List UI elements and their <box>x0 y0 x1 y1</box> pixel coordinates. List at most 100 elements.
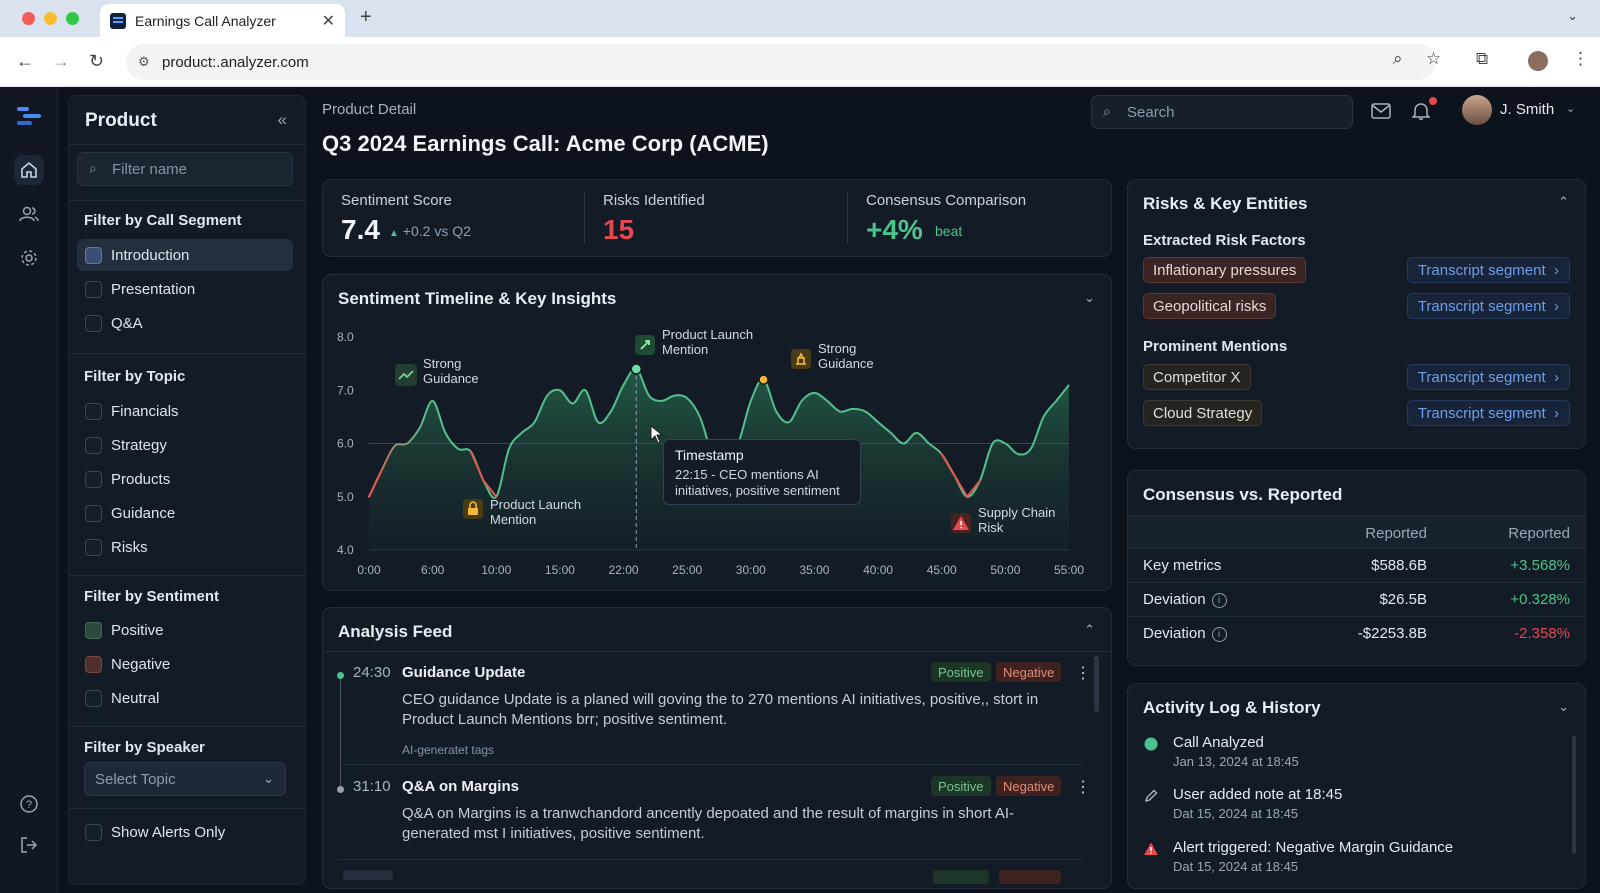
sentiment-option-positive[interactable]: Positive <box>77 614 293 646</box>
checkbox[interactable] <box>85 471 102 488</box>
filter-name-input[interactable]: ⌕ Filter name <box>77 152 293 186</box>
topic-option-strategy[interactable]: Strategy <box>77 429 293 461</box>
checkbox[interactable] <box>85 247 102 264</box>
chevron-up-icon[interactable]: ⌃ <box>1558 194 1569 209</box>
risk-chip[interactable]: Inflationary pressures <box>1143 257 1307 283</box>
browser-menu-icon[interactable]: ⋮ <box>1572 49 1589 68</box>
topic-option-products[interactable]: Products <box>77 463 293 495</box>
activity-date: Dat 15, 2024 at 18:45 <box>1173 859 1299 874</box>
more-options-icon[interactable]: ⋮ <box>1075 665 1091 682</box>
checkbox[interactable] <box>85 656 102 673</box>
info-icon[interactable]: i <box>1211 593 1227 608</box>
bookmark-star-icon[interactable]: ☆ <box>1426 49 1442 68</box>
users-nav-icon[interactable] <box>14 199 44 229</box>
show-alerts-only-toggle[interactable]: Show Alerts Only <box>77 816 293 848</box>
segment-option-introduction[interactable]: Introduction <box>77 239 293 271</box>
speaker-select[interactable]: Select Topic ⌄ <box>84 762 286 796</box>
sentiment-option-neutral[interactable]: Neutral <box>77 682 293 714</box>
chevron-down-icon[interactable]: ⌄ <box>1084 290 1095 305</box>
settings-nav-icon[interactable] <box>14 243 44 273</box>
browser-tab[interactable]: Earnings Call Analyzer ✕ <box>100 4 345 37</box>
chevron-right-icon: › <box>1554 297 1559 315</box>
link-label: Transcript segment <box>1417 368 1546 386</box>
segment-filter-heading: Filter by Call Segment <box>84 212 242 229</box>
checkbox[interactable] <box>85 690 102 707</box>
forward-icon[interactable]: → <box>52 51 70 71</box>
divider <box>69 353 305 354</box>
more-options-icon[interactable]: ⋮ <box>1075 779 1091 796</box>
option-label: Products <box>111 470 171 488</box>
user-menu-chevron-icon[interactable]: ⌄ <box>1566 103 1576 115</box>
home-nav-icon[interactable] <box>14 155 44 185</box>
site-settings-icon[interactable]: ⚙ <box>138 54 150 69</box>
activity-log-card: Activity Log & History ⌄ Call Analyzed J… <box>1127 683 1586 889</box>
sentiment-option-negative[interactable]: Negative <box>77 648 293 680</box>
chevron-down-icon[interactable]: ⌄ <box>1558 699 1569 714</box>
risk-chip[interactable]: Geopolitical risks <box>1143 293 1277 319</box>
feed-item[interactable]: 24:30 Guidance Update Positive Negative … <box>337 662 1093 768</box>
topic-option-risks[interactable]: Risks <box>77 531 293 563</box>
checkbox[interactable] <box>85 824 102 841</box>
close-tab-icon[interactable]: ✕ <box>321 13 335 30</box>
segment-option-qa[interactable]: Q&A <box>77 307 293 339</box>
transcript-segment-link[interactable]: Transcript segment › <box>1406 257 1570 283</box>
row-label: Deviation <box>1143 591 1206 608</box>
global-search-input[interactable]: ⌕ Search <box>1091 95 1353 129</box>
notifications-bell-icon[interactable] <box>1412 101 1430 121</box>
checkbox[interactable] <box>85 539 102 556</box>
transcript-segment-link[interactable]: Transcript segment › <box>1406 364 1570 390</box>
collapse-sidebar-icon[interactable]: « <box>277 110 287 129</box>
annotation-text: Risk <box>978 520 1004 535</box>
truncated-badge <box>933 870 989 884</box>
mention-chip[interactable]: Competitor X <box>1143 364 1251 390</box>
negative-badge: Negative <box>996 776 1062 796</box>
extensions-icon[interactable]: ⧉ <box>1476 49 1489 68</box>
chevron-right-icon: › <box>1554 368 1559 386</box>
maximize-window-button[interactable] <box>66 12 79 25</box>
transcript-segment-link[interactable]: Transcript segment › <box>1406 293 1570 319</box>
checkbox[interactable] <box>85 437 102 454</box>
zoom-icon[interactable]: ⌕ <box>1393 49 1403 68</box>
checkbox[interactable] <box>85 315 102 332</box>
activity-scrollbar[interactable] <box>1572 736 1576 854</box>
url-field[interactable]: ⚙ product:.analyzer.com <box>126 44 1436 80</box>
info-icon[interactable]: i <box>1211 627 1227 642</box>
feed-scrollbar[interactable] <box>1094 656 1099 712</box>
mail-icon[interactable] <box>1371 103 1391 119</box>
table-header: Reported Reported <box>1128 515 1585 549</box>
logout-icon[interactable] <box>14 830 44 860</box>
checkbox[interactable] <box>85 505 102 522</box>
reload-icon[interactable]: ↻ <box>89 51 105 71</box>
minimize-window-button[interactable] <box>44 12 57 25</box>
row-label: Deviation <box>1143 625 1206 642</box>
help-icon[interactable]: ? <box>14 789 44 819</box>
segment-option-presentation[interactable]: Presentation <box>77 273 293 305</box>
activity-date: Dat 15, 2024 at 18:45 <box>1173 806 1299 821</box>
transcript-segment-link[interactable]: Transcript segment › <box>1406 400 1570 426</box>
mention-chip[interactable]: Cloud Strategy <box>1143 400 1263 426</box>
checkbox[interactable] <box>85 622 102 639</box>
chevron-right-icon: › <box>1554 404 1559 422</box>
new-tab-icon[interactable]: + <box>360 6 372 28</box>
svg-text:?: ? <box>26 799 32 811</box>
negative-segment <box>966 479 981 498</box>
breadcrumb[interactable]: Product Detail <box>322 101 417 118</box>
tab-list-chevron-icon[interactable]: ⌄ <box>1567 8 1578 23</box>
user-name[interactable]: J. Smith <box>1500 101 1555 118</box>
chevron-up-icon[interactable]: ⌃ <box>1084 622 1095 637</box>
checkbox[interactable] <box>85 403 102 420</box>
x-tick-label: 6:00 <box>421 563 445 577</box>
sentiment-chart[interactable]: 8.0 7.0 6.0 5.0 4.00:00 6:00 10:00 15:00 22:00 25… <box>323 275 1113 592</box>
option-label: Guidance <box>111 504 176 522</box>
feed-item[interactable]: 31:10 Q&A on Margins Positive Negative ⋮… <box>337 776 1093 858</box>
checkbox[interactable] <box>85 281 102 298</box>
topic-option-guidance[interactable]: Guidance <box>77 497 293 529</box>
back-icon[interactable]: ← <box>16 51 34 71</box>
topic-option-financials[interactable]: Financials <box>77 395 293 427</box>
close-window-button[interactable] <box>22 12 35 25</box>
option-label: Strategy <box>111 436 167 454</box>
kpi-value: 7.4 <box>341 214 380 245</box>
user-avatar[interactable] <box>1462 95 1492 125</box>
browser-profile-avatar[interactable] <box>1528 51 1548 71</box>
app: ? Product « ⌕ Filter name Filter by Call… <box>0 87 1600 893</box>
